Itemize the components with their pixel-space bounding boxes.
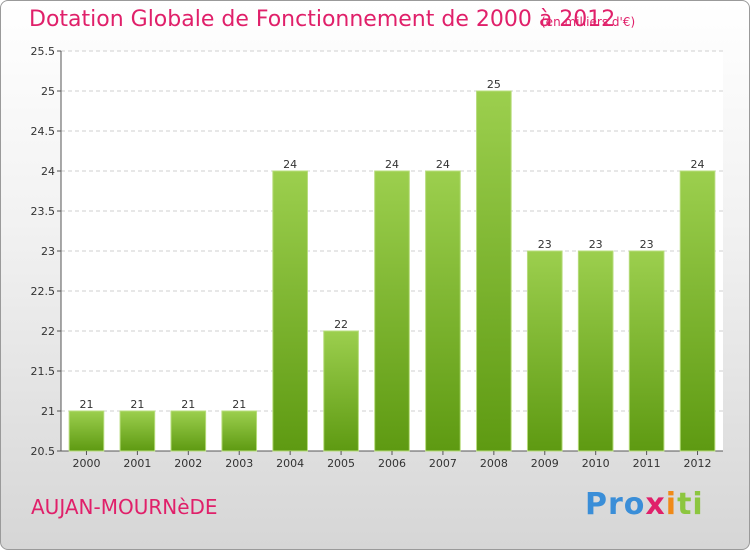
logo-part: i	[665, 487, 678, 522]
bar-value-label: 21	[130, 398, 144, 411]
bar	[119, 410, 156, 452]
x-tick-label: 2012	[684, 457, 712, 470]
bar-value-label: 23	[538, 238, 552, 251]
bar	[526, 250, 563, 452]
y-tick-label: 23.5	[31, 205, 56, 218]
x-tick-label: 2005	[327, 457, 355, 470]
bar-value-label: 24	[436, 158, 450, 171]
y-tick-label: 23	[41, 245, 55, 258]
bar	[272, 170, 308, 452]
bar-value-label: 21	[181, 398, 195, 411]
chart-title: Dotation Globale de Fonctionnement de 20…	[29, 7, 616, 32]
logo-part: Pro	[585, 487, 646, 522]
town-name: AUJAN-MOURNèDE	[31, 495, 218, 519]
bar	[628, 250, 665, 452]
bar	[170, 410, 207, 452]
y-tick-label: 21.5	[31, 365, 56, 378]
x-tick-label: 2001	[123, 457, 151, 470]
y-tick-label: 25	[41, 85, 55, 98]
chart-unit: (en milliers d'€)	[541, 15, 636, 29]
x-tick-label: 2003	[225, 457, 253, 470]
x-tick-label: 2002	[174, 457, 202, 470]
x-tick-label: 2008	[480, 457, 508, 470]
bar	[679, 170, 716, 452]
bar	[323, 330, 359, 452]
y-tick-label: 24	[41, 165, 55, 178]
y-tick-label: 20.5	[31, 445, 56, 458]
y-tick-label: 24.5	[31, 125, 56, 138]
y-tick-label: 25.5	[31, 45, 56, 58]
x-tick-label: 2000	[72, 457, 100, 470]
proxiti-logo: Proxiti	[585, 487, 704, 522]
bar-value-label: 24	[691, 158, 705, 171]
bar-value-label: 22	[334, 318, 348, 331]
bar	[577, 250, 614, 452]
x-tick-label: 2004	[276, 457, 304, 470]
bar	[374, 170, 410, 452]
logo-part: x	[645, 487, 666, 522]
bar-value-label: 24	[385, 158, 399, 171]
y-tick-label: 21	[41, 405, 55, 418]
bar	[425, 170, 461, 452]
bar-value-label: 23	[589, 238, 603, 251]
bar	[476, 90, 512, 452]
x-tick-label: 2007	[429, 457, 457, 470]
bar	[68, 410, 105, 452]
bar-value-label: 24	[283, 158, 297, 171]
x-tick-label: 2010	[582, 457, 610, 470]
bar-value-label: 21	[232, 398, 246, 411]
bar	[221, 410, 258, 452]
y-tick-label: 22	[41, 325, 55, 338]
bar-value-label: 25	[487, 78, 501, 91]
bar-value-label: 21	[79, 398, 93, 411]
bar-value-label: 23	[640, 238, 654, 251]
y-tick-label: 22.5	[31, 285, 56, 298]
x-tick-label: 2009	[531, 457, 559, 470]
x-tick-label: 2006	[378, 457, 406, 470]
logo-part: ti	[677, 487, 704, 522]
x-tick-label: 2011	[633, 457, 661, 470]
